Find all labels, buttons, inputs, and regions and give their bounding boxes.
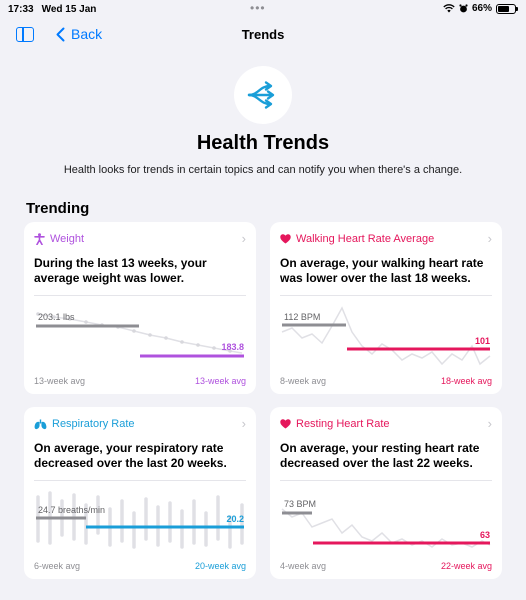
card-title: Resting Heart Rate (296, 418, 390, 430)
old-period-label: 8-week avg (280, 376, 327, 386)
old-avg-label: 112 BPM (284, 312, 320, 322)
divider (280, 295, 492, 296)
back-button[interactable]: Back (56, 26, 102, 42)
battery-percent: 66% (471, 3, 492, 14)
respiratory-range-bars (36, 491, 244, 549)
battery-icon (496, 3, 518, 14)
respiratory-rate-chart: 24.7 breaths/min 20.2 (36, 491, 244, 549)
old-period-label: 6-week avg (34, 561, 81, 571)
walking-hr-data-series (281, 306, 491, 366)
divider (280, 480, 492, 481)
card-summary: On average, your resting heart rate decr… (280, 441, 480, 470)
sidebar-toggle-icon[interactable] (16, 27, 34, 42)
chevron-right-icon: › (241, 416, 246, 431)
new-avg-label: 63 (480, 530, 490, 540)
trends-arrows-icon (234, 66, 292, 124)
nav-title: Trends (241, 27, 285, 42)
chevron-left-icon (56, 27, 65, 41)
chevron-right-icon: › (487, 416, 492, 431)
status-time: 17:33 (8, 4, 34, 15)
divider (34, 295, 246, 296)
heart-icon (280, 234, 291, 244)
new-period-label: 18-week avg (440, 376, 492, 386)
divider (34, 480, 246, 481)
old-avg-label: 24.7 breaths/min (38, 505, 105, 515)
nav-bar: Back Trends (0, 18, 526, 52)
heart-icon (280, 419, 291, 429)
new-period-label: 22-week avg (440, 561, 492, 571)
old-period-label: 4-week avg (280, 561, 327, 571)
old-avg-label: 73 BPM (284, 499, 316, 509)
card-title: Walking Heart Rate Average (296, 233, 435, 245)
chevron-right-icon: › (241, 231, 246, 246)
new-period-label: 20-week avg (194, 561, 246, 571)
chevron-right-icon: › (487, 231, 492, 246)
page-title: Health Trends (196, 132, 330, 154)
new-avg-label: 183.8 (221, 342, 244, 352)
status-bar: 17:33 Wed 15 Jan ••• 66% (0, 0, 526, 18)
card-summary: On average, your respiratory rate decrea… (34, 441, 227, 470)
card-title: Respiratory Rate (52, 418, 135, 430)
respiratory-rate-card[interactable]: Respiratory Rate › On average, your resp… (24, 407, 256, 579)
walking-heart-rate-card[interactable]: Walking Heart Rate Average › On average,… (270, 222, 502, 394)
resting-heart-rate-chart: 73 BPM 63 (281, 499, 491, 548)
card-summary: On average, your walking heart rate was … (280, 256, 484, 285)
multitasking-dots-icon[interactable]: ••• (250, 1, 266, 15)
old-period-label: 13-week avg (34, 376, 86, 386)
old-avg-label: 203.1 lbs (38, 312, 75, 322)
new-avg-label: 101 (475, 336, 490, 346)
weight-trend-chart: 203.1 lbs 183.8 (36, 312, 244, 358)
status-date: Wed 15 Jan (41, 4, 97, 15)
page-subtitle: Health looks for trends in certain topic… (63, 164, 463, 176)
figure-icon (34, 233, 45, 245)
wifi-icon (443, 4, 455, 13)
weight-trend-card[interactable]: Weight › During the last 13 weeks, your … (24, 222, 256, 394)
resting-hr-data-series (281, 508, 491, 548)
card-summary: During the last 13 weeks, your average w… (34, 256, 207, 285)
walking-heart-rate-chart: 112 BPM 101 (281, 306, 491, 366)
resting-heart-rate-card[interactable]: Resting Heart Rate › On average, your re… (270, 407, 502, 579)
lungs-icon (34, 419, 47, 429)
weight-data-series (37, 313, 243, 354)
card-title: Weight (50, 233, 85, 245)
new-period-label: 13-week avg (194, 376, 246, 386)
new-avg-label: 20.2 (226, 514, 244, 524)
section-title-trending: Trending (26, 200, 90, 217)
alarm-icon (459, 4, 468, 13)
back-label: Back (71, 26, 103, 42)
